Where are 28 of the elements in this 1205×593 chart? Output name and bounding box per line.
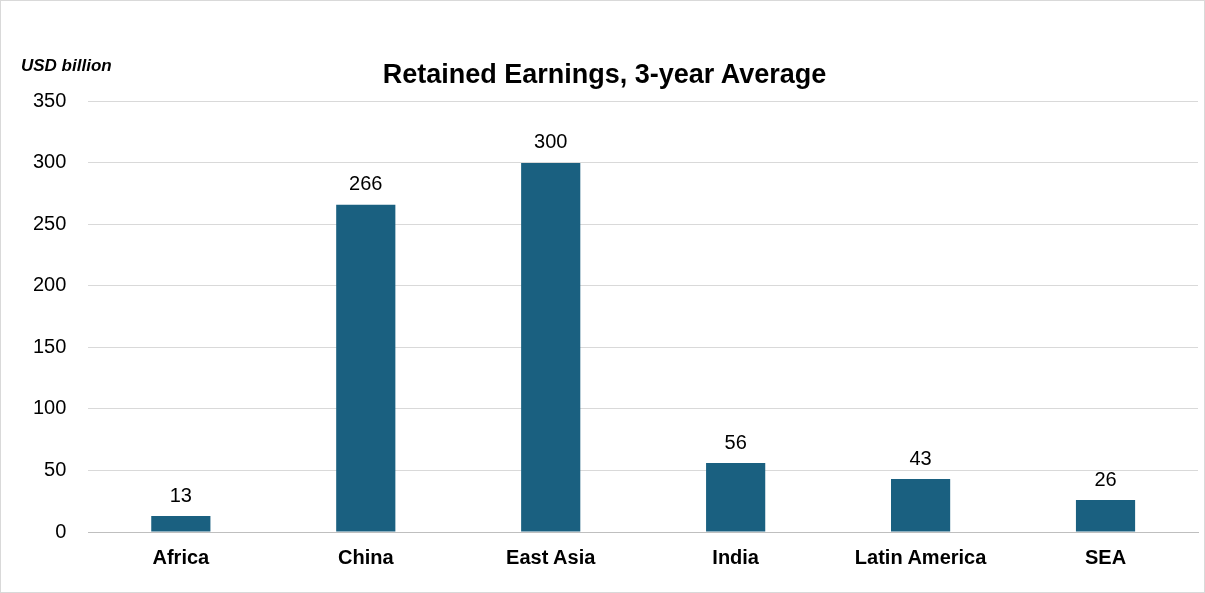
x-tick-label: Africa (152, 545, 211, 568)
data-label: 43 (909, 446, 932, 469)
y-tick-label: 0 (55, 519, 67, 542)
chart-title: Retained Earnings, 3-year Average (382, 58, 827, 89)
y-tick-label: 250 (32, 211, 67, 234)
data-label: 266 (349, 172, 383, 195)
x-tick-label: SEA (1084, 545, 1127, 568)
bar (521, 162, 581, 532)
y-tick-label: 300 (32, 150, 67, 173)
data-label: 300 (534, 130, 568, 153)
x-tick-label: China (338, 545, 395, 568)
data-label: 56 (724, 430, 747, 453)
y-tick-label: 200 (32, 273, 67, 296)
bar (706, 463, 766, 532)
data-label: 13 (169, 483, 192, 506)
x-tick-label: Latin America (854, 545, 988, 568)
bar (1075, 500, 1136, 532)
bar (336, 204, 396, 532)
bar (151, 516, 211, 532)
bar (891, 479, 951, 532)
x-tick-label: East Asia (506, 545, 597, 568)
y-tick-label: 100 (32, 396, 67, 419)
y-tick-label: 50 (44, 458, 67, 480)
y-tick-label: 150 (32, 334, 67, 357)
y-tick-label: 350 (32, 88, 67, 111)
x-tick-label: India (712, 545, 760, 568)
data-label: 26 (1094, 467, 1117, 490)
y-axis-title: USD billion (21, 55, 112, 75)
